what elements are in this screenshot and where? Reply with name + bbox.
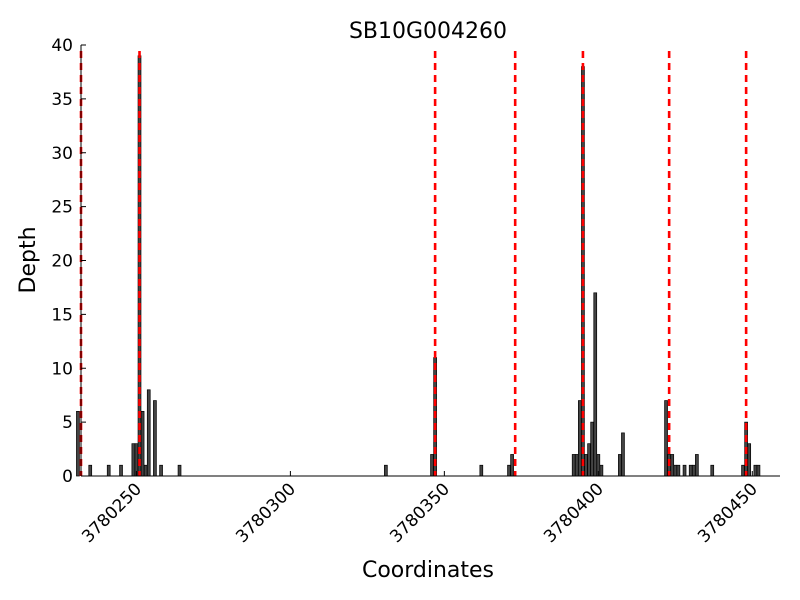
depth-bar <box>574 454 579 477</box>
bars-layer <box>76 55 761 477</box>
depth-bar <box>159 464 163 477</box>
depth-bar <box>153 400 157 477</box>
depth-bar <box>710 464 715 477</box>
y-axis-label: Depth <box>16 226 41 293</box>
depth-bar <box>621 432 625 477</box>
depth-bar <box>756 464 761 477</box>
x-tick-label: 3780400 <box>540 479 608 547</box>
depth-bar <box>140 411 145 477</box>
y-tick-label: 35 <box>51 90 73 110</box>
depth-bar <box>676 464 681 477</box>
depth-bar <box>673 464 678 477</box>
x-tick-label: 3780250 <box>78 479 146 547</box>
y-tick-label: 5 <box>62 413 73 433</box>
depth-bar <box>587 443 591 477</box>
depth-bar <box>593 292 598 477</box>
depth-bar <box>88 464 93 477</box>
depth-bar <box>618 454 622 477</box>
x-tick-label: 3780450 <box>694 479 762 547</box>
depth-bar <box>106 464 111 477</box>
y-tick-label: 30 <box>51 144 73 164</box>
x-axis-label: Coordinates <box>362 558 494 583</box>
depth-bar <box>682 464 687 477</box>
depth-bar <box>747 443 752 477</box>
depth-bar <box>479 464 484 477</box>
y-tick-label: 10 <box>51 359 73 379</box>
depth-bar <box>507 464 511 477</box>
depth-bar <box>578 400 582 477</box>
depth-bar <box>599 464 604 477</box>
depth-bar <box>741 464 745 477</box>
y-tick-label: 20 <box>51 252 73 272</box>
y-tick-label: 25 <box>51 198 73 218</box>
depth-bar <box>691 464 696 477</box>
x-tick-label: 3780350 <box>386 479 454 547</box>
depth-bar <box>571 454 576 477</box>
depth-bar <box>695 454 699 477</box>
depth-bar <box>670 454 675 477</box>
x-tick-label: 3780300 <box>232 479 300 547</box>
depth-bar <box>143 464 148 477</box>
depth-bar <box>753 464 758 477</box>
exon-boundary-markers <box>79 51 748 476</box>
depth-bar <box>510 454 514 477</box>
depth-bar <box>76 411 80 477</box>
depth-bar <box>119 464 123 477</box>
y-tick-label: 0 <box>62 467 73 487</box>
y-tick-label: 15 <box>51 305 73 325</box>
depth-bar <box>384 464 388 477</box>
depth-bar <box>664 400 668 477</box>
depth-bar <box>590 421 594 477</box>
y-tick-label: 40 <box>51 36 73 56</box>
chart-title: SB10G004260 <box>349 19 507 44</box>
depth-bar <box>146 389 151 477</box>
depth-bar <box>584 454 588 477</box>
depth-bar <box>688 464 693 477</box>
depth-bar <box>430 454 434 477</box>
depth-bar <box>131 443 136 477</box>
depth-bar <box>177 464 182 477</box>
